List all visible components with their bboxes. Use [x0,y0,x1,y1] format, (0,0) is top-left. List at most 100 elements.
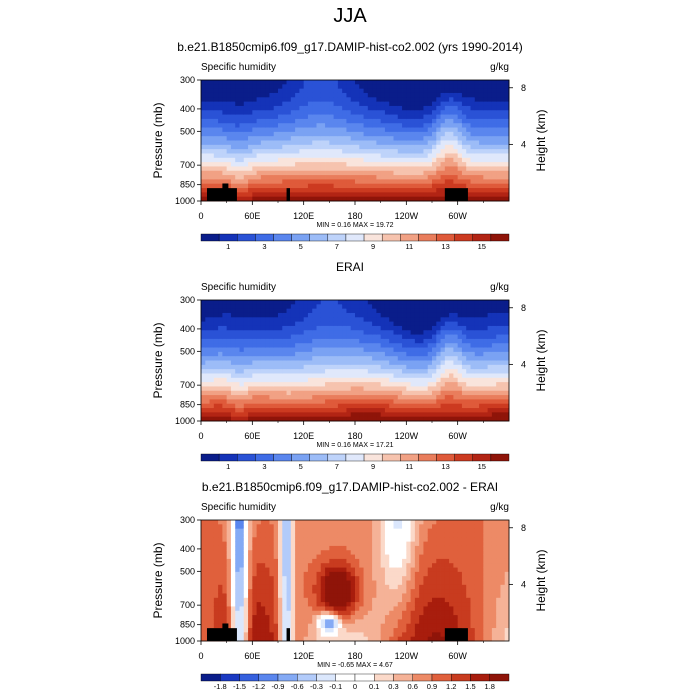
field-cell [286,567,292,573]
field-cell [269,360,275,366]
field-cell [427,312,433,318]
field-cell [286,356,292,361]
field-cell [355,123,360,128]
field-cell [337,183,343,189]
field-cell [372,390,377,396]
field-cell [427,395,433,400]
field-cell [384,351,390,357]
field-cell [201,317,206,323]
field-cell [355,416,360,422]
field-cell [406,347,412,353]
field-cell [201,390,206,396]
field-cell [402,157,407,163]
field-cell [260,153,266,159]
field-cell [316,183,322,189]
field-cell [423,110,429,115]
field-cell [474,403,480,409]
field-cell [453,80,459,85]
field-cell [320,101,326,107]
field-cell [325,537,330,543]
field-cell [491,330,497,335]
field-cell [248,532,253,538]
field-cell [239,80,245,85]
field-cell [213,110,219,115]
field-cell [312,615,317,620]
field-cell [384,192,390,198]
field-cell [269,338,275,344]
field-cell [260,308,266,314]
field-cell [299,541,305,547]
field-cell [393,192,399,198]
field-cell [290,628,296,633]
field-cell [337,377,343,383]
field-cell [419,386,424,392]
field-cell [329,386,335,392]
field-cell [329,399,335,405]
field-cell [256,520,262,525]
field-cell [252,580,258,586]
field-cell [307,105,313,111]
field-cell [243,162,249,167]
field-cell [359,317,364,323]
field-cell [278,408,283,413]
field-cell [470,166,476,172]
field-cell [303,545,309,551]
field-cell [299,408,305,413]
field-cell [248,615,253,620]
field-cell [487,416,493,422]
field-cell [419,149,424,154]
field-cell [307,192,313,198]
field-cell [201,338,206,344]
field-cell [423,192,429,198]
field-cell [342,188,347,193]
field-cell [329,166,335,172]
field-cell [218,408,223,413]
field-cell [316,149,322,154]
field-cell [419,157,424,163]
field-cell [243,188,249,193]
field-cell [269,347,275,353]
field-cell [329,321,335,327]
field-cell [286,144,292,150]
field-cell [243,403,249,409]
field-cell [252,343,258,348]
field-cell [457,416,463,422]
field-cell [312,84,317,90]
field-cell [406,304,412,310]
field-cell [290,157,296,163]
field-cell [209,325,215,331]
field-cell [230,416,236,422]
field-cell [265,118,270,124]
field-cell [350,162,356,167]
field-cell [218,356,223,361]
field-cell [307,300,313,305]
field-cell [457,412,463,418]
field-cell [295,325,300,331]
field-cell [269,541,275,547]
field-cell [201,149,206,154]
field-cell [367,403,373,409]
field-cell [213,597,219,603]
field-cell [436,330,441,335]
field-cell [269,520,275,525]
field-cell [389,144,394,150]
field-cell [269,558,275,564]
field-cell [359,308,364,314]
field-cell [363,97,369,103]
field-cell [496,377,501,383]
field-cell [496,84,501,90]
field-cell [260,183,266,189]
field-cell [384,123,390,128]
field-cell [453,373,459,379]
field-cell [363,347,369,353]
field-cell [479,321,484,327]
field-cell [218,351,223,357]
field-cell [470,325,476,331]
field-cell [363,351,369,357]
field-cell [406,84,412,90]
field-cell [222,308,228,314]
field-cell [312,369,317,374]
field-cell [295,123,300,128]
field-cell [290,317,296,323]
field-cell [384,188,390,193]
